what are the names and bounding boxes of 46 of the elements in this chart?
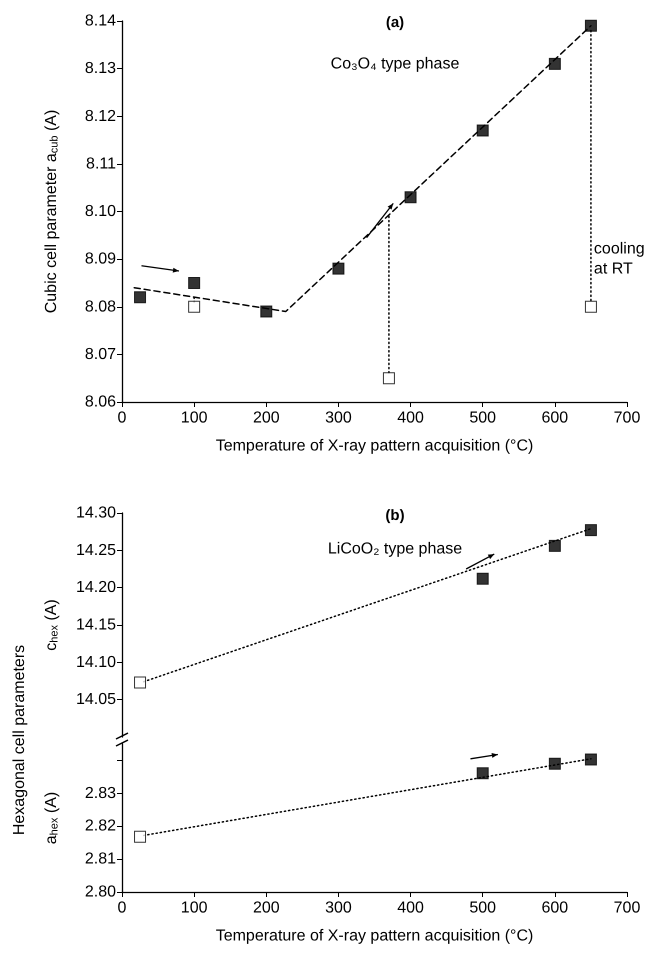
y-axis-title: ahex (A): [43, 792, 60, 844]
y-tick-label: 2.82: [84, 818, 116, 835]
x-tick-label: 200: [252, 900, 280, 916]
chart-title: (b): [385, 507, 405, 524]
y-tick-label: 8.11: [86, 155, 116, 172]
y-tick-label: 8.06: [84, 394, 116, 410]
annotation: cooling at RT: [594, 240, 645, 278]
x-tick-label: 500: [469, 410, 496, 426]
x-tick-label: 200: [252, 410, 280, 426]
chart-title: (a): [386, 14, 404, 31]
x-tick-label: 0: [118, 900, 127, 916]
y-tick-label: 14.25: [76, 542, 116, 559]
y-tick-label: 14.15: [76, 616, 116, 634]
text: Co₃O₄ type phase: [330, 56, 460, 72]
x-tick-label: 100: [180, 900, 208, 916]
y-tick-label: 2.81: [84, 850, 116, 868]
x-tick-label: 700: [614, 900, 640, 916]
y-tick-label: 2.83: [84, 784, 116, 802]
x-tick-label: 500: [469, 900, 496, 916]
y-tick-label: 8.08: [84, 298, 116, 316]
y-tick-label: 14.05: [76, 691, 116, 708]
x-axis-title: Temperature of X-ray pattern acquisition (°C): [216, 438, 534, 454]
x-tick-label: 0: [118, 410, 127, 426]
y-tick-label: 8.12: [84, 108, 116, 125]
y-axis-title: Cubic cell parameter acub (A): [43, 110, 60, 314]
x-tick-label: 400: [397, 410, 424, 426]
y-tick-label: 8.14: [84, 12, 116, 30]
y-tick-label: 14.20: [76, 579, 116, 596]
x-tick-label: 600: [542, 900, 568, 916]
x-tick-label: 300: [325, 900, 352, 916]
y-axis-title: chex (A): [43, 599, 60, 651]
y-tick-label: 8.10: [84, 203, 116, 220]
y-tick-label: 8.09: [84, 250, 116, 268]
x-tick-label: 100: [180, 410, 208, 426]
y-tick-label: 14.10: [76, 654, 116, 671]
y-tick-label: 8.07: [84, 346, 116, 363]
x-tick-label: 700: [614, 410, 640, 426]
x-tick-label: 400: [397, 900, 424, 916]
x-axis-title: Temperature of X-ray pattern acquisition (°C): [216, 928, 534, 944]
x-tick-label: 600: [542, 410, 568, 426]
y-tick-label: 2.80: [84, 884, 116, 900]
x-tick-label: 300: [325, 410, 352, 426]
y-tick-label: 14.30: [76, 504, 116, 522]
text: LiCoO₂ type phase: [328, 540, 462, 558]
y-tick-label: 8.13: [84, 60, 116, 78]
text: Hexagonal cell parameters: [11, 644, 29, 836]
